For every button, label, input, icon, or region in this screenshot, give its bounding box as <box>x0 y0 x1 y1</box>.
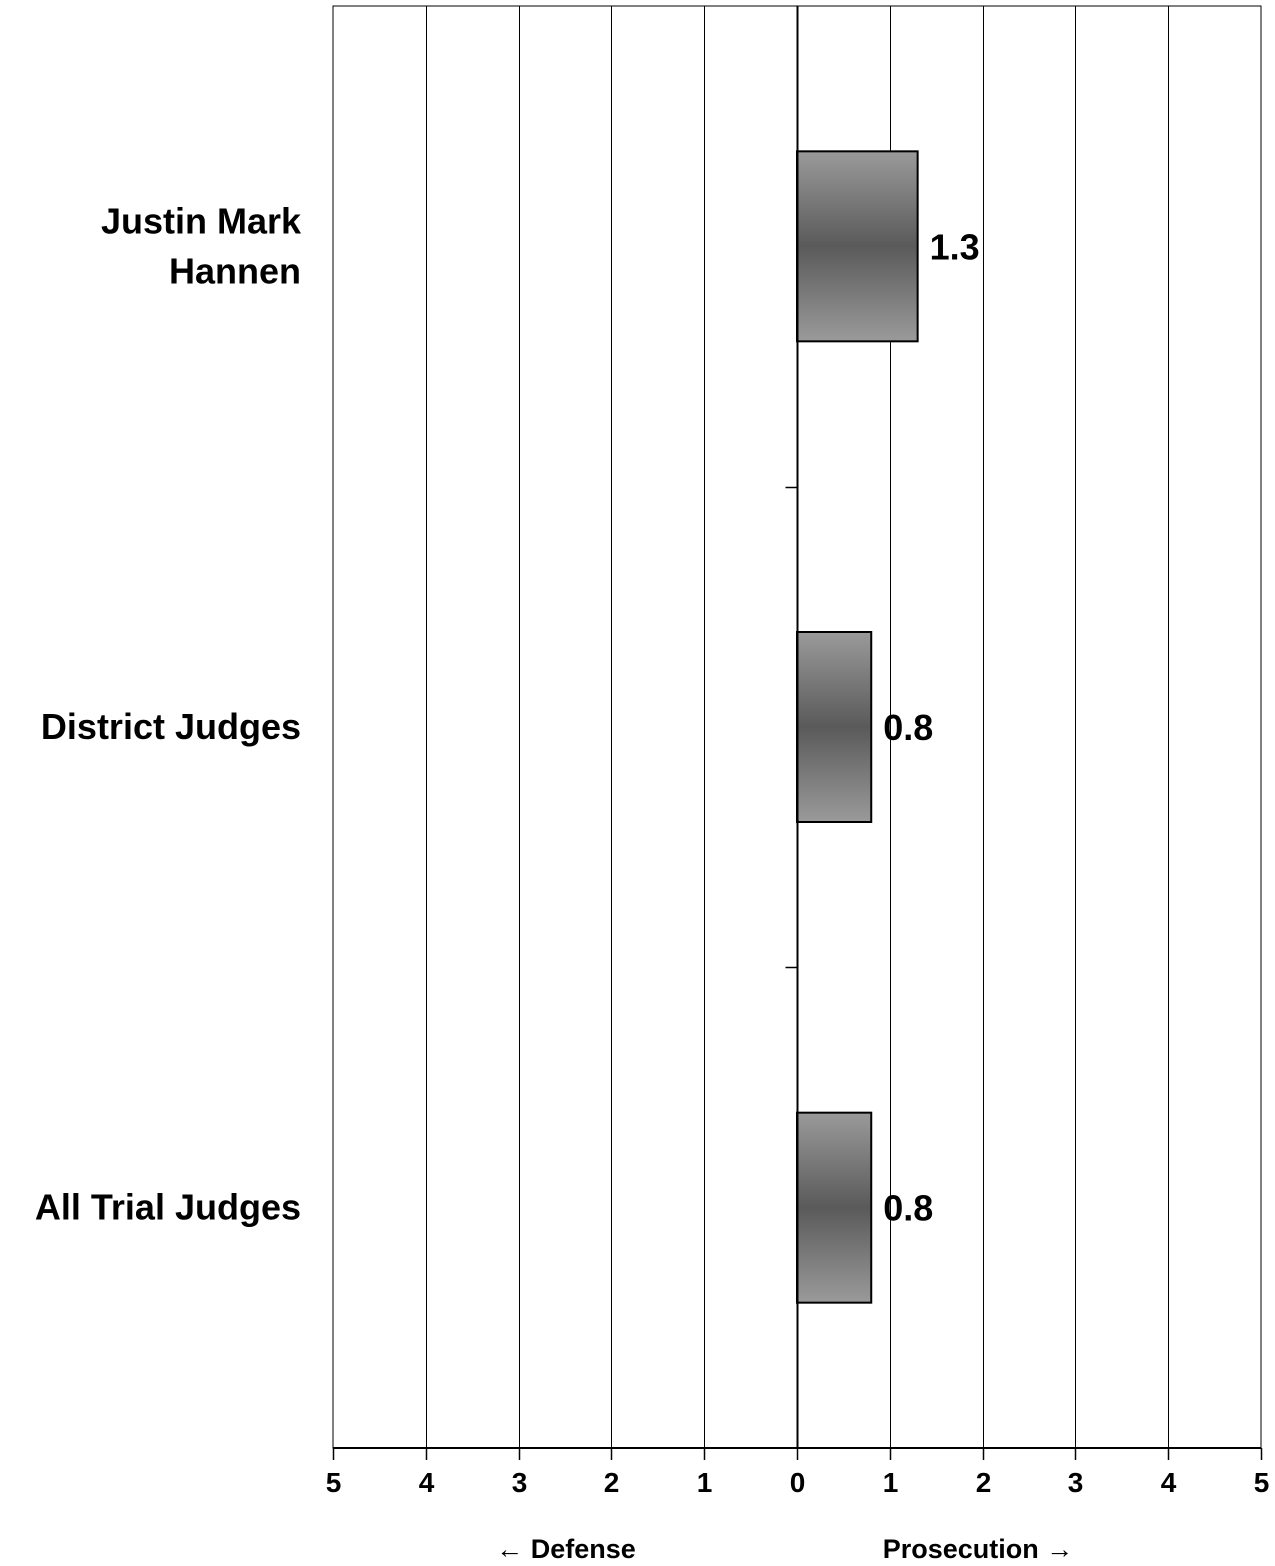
category-label: District Judges <box>41 706 301 747</box>
x-tick-label: 2 <box>976 1467 992 1498</box>
bar <box>796 1111 873 1304</box>
x-tick-label: 3 <box>1068 1467 1084 1498</box>
bar <box>796 631 873 823</box>
x-tick-label: 0 <box>790 1467 806 1498</box>
category-label: Hannen <box>169 250 301 291</box>
x-tick-label: 1 <box>697 1467 713 1498</box>
bar <box>796 150 919 343</box>
x-tick-label: 3 <box>512 1467 528 1498</box>
x-tick-label: 5 <box>1254 1467 1270 1498</box>
x-tick-label: 4 <box>419 1467 435 1498</box>
prosecution-direction-label: Prosecution → <box>883 1534 1074 1564</box>
x-tick-label: 1 <box>883 1467 899 1498</box>
data-label: 0.8 <box>883 707 933 748</box>
category-label: Justin Mark <box>101 200 302 241</box>
category-label: All Trial Judges <box>35 1187 301 1228</box>
x-tick-label: 2 <box>604 1467 620 1498</box>
defense-direction-label: ← Defense <box>496 1534 636 1564</box>
x-tick-label: 5 <box>326 1467 342 1498</box>
axes <box>332 6 1263 1460</box>
x-tick-label: 4 <box>1161 1467 1177 1498</box>
data-label: 0.8 <box>883 1188 933 1229</box>
data-label: 1.3 <box>930 226 980 267</box>
labels: ← Defense Prosecution → 1.3 0.8 0.8 5 4 3 2 1 0 1… <box>35 200 1269 1564</box>
